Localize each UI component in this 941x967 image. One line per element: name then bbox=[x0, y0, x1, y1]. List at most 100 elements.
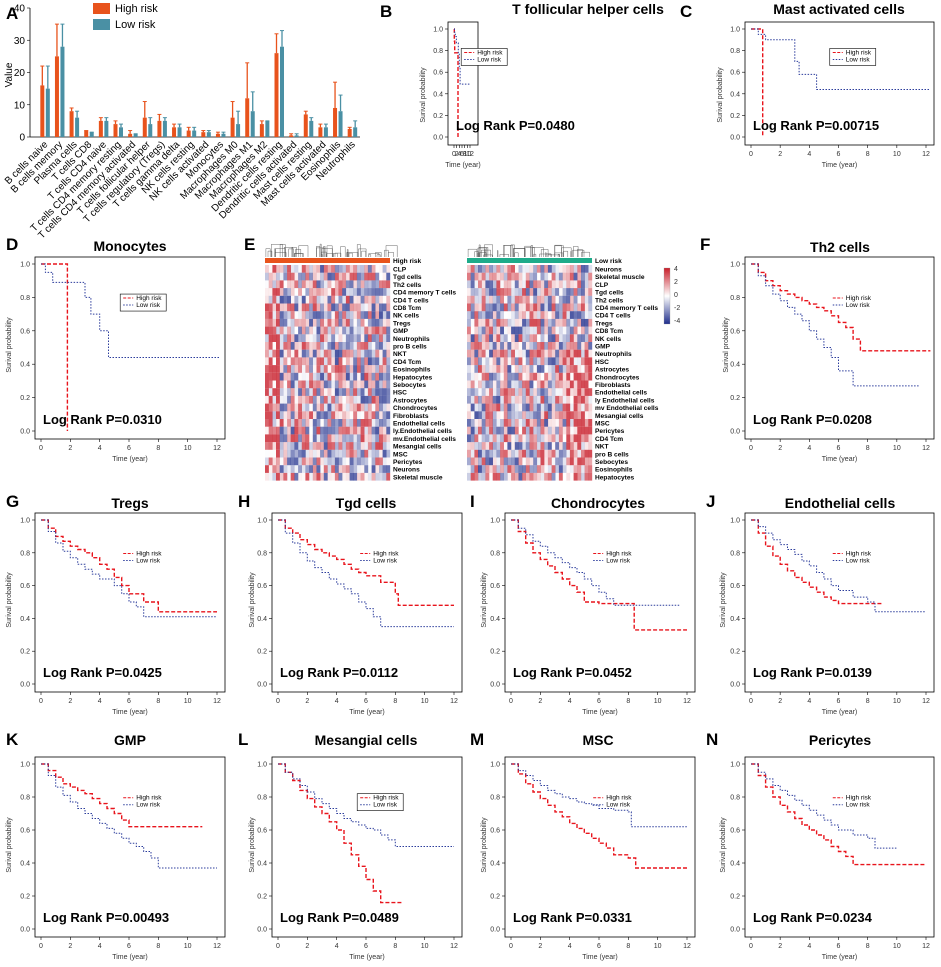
heatmap-cell bbox=[290, 419, 295, 427]
heatmap-cell bbox=[522, 272, 526, 281]
heatmap-cell bbox=[309, 449, 313, 458]
heatmap-cell bbox=[470, 395, 475, 404]
y-axis-label: Surival probability bbox=[481, 817, 488, 873]
x-tick-label: 2 bbox=[778, 698, 782, 705]
heatmap-cell bbox=[371, 465, 376, 473]
heatmap-cell bbox=[507, 411, 512, 419]
heatmap-cell bbox=[551, 449, 556, 458]
heatmap-cell bbox=[287, 311, 291, 319]
heatmap-cell bbox=[375, 434, 380, 443]
heatmap-cell bbox=[474, 318, 479, 327]
heatmap-cell bbox=[518, 318, 523, 327]
log-rank-pvalue: Log Rank P=0.0234 bbox=[753, 910, 873, 925]
heatmap-cell bbox=[367, 372, 372, 381]
heatmap-cell bbox=[573, 265, 578, 273]
heatmap-cell bbox=[272, 457, 277, 466]
survival-curve-low-risk bbox=[511, 519, 680, 606]
heatmap-cell bbox=[467, 457, 471, 466]
heatmap-cell bbox=[555, 357, 560, 366]
x-tick-label: 8 bbox=[393, 698, 397, 705]
heatmap-cell bbox=[474, 365, 479, 373]
heatmap-cell bbox=[287, 403, 291, 412]
heatmap-cell bbox=[305, 434, 310, 443]
heatmap-cell bbox=[316, 311, 321, 319]
heatmap-cell bbox=[536, 457, 541, 466]
log-rank-pvalue: Log Rank P=0.0208 bbox=[753, 412, 872, 427]
heatmap-cell bbox=[514, 457, 519, 466]
heatmap-cell bbox=[268, 442, 273, 450]
heatmap-cell bbox=[470, 388, 475, 396]
heatmap-cell bbox=[551, 411, 556, 419]
heatmap-cell bbox=[547, 449, 552, 458]
heatmap-cell bbox=[268, 326, 273, 335]
heatmap-row-label: Neutrophils bbox=[595, 351, 632, 358]
heatmap-cell bbox=[375, 403, 380, 412]
heatmap-cell bbox=[338, 411, 343, 419]
heatmap-cell bbox=[349, 265, 354, 273]
heatmap-cell bbox=[558, 426, 563, 435]
heatmap-cell bbox=[367, 472, 372, 481]
heatmap-cell bbox=[467, 334, 471, 342]
heatmap-cell bbox=[478, 303, 482, 312]
heatmap-cell bbox=[371, 342, 376, 350]
heatmap-cell bbox=[371, 272, 376, 281]
heatmap-cell bbox=[581, 449, 585, 458]
heatmap-cell bbox=[503, 457, 508, 466]
heatmap-cell bbox=[298, 472, 302, 481]
heatmap-cell bbox=[276, 449, 280, 458]
heatmap-cell bbox=[470, 372, 475, 381]
heatmap-cell bbox=[283, 295, 288, 304]
heatmap-cell bbox=[272, 280, 277, 289]
x-tick-label: 10 bbox=[893, 698, 901, 705]
heatmap-cell bbox=[338, 434, 343, 443]
heatmap-cell bbox=[569, 457, 574, 466]
heatmap-cell bbox=[558, 395, 563, 404]
heatmap-cell bbox=[507, 357, 512, 366]
heatmap-cell bbox=[522, 403, 526, 412]
plot-frame bbox=[271, 512, 463, 693]
survival-curve-high-risk bbox=[751, 763, 926, 866]
heatmap-row-label: CD4 Tcm bbox=[393, 359, 421, 366]
heatmap-cell bbox=[569, 295, 574, 304]
y-tick-label: 0.0 bbox=[730, 429, 740, 436]
x-tick-label: 12 bbox=[213, 943, 221, 950]
heatmap-cell bbox=[529, 349, 534, 358]
heatmap-cell bbox=[544, 357, 549, 366]
heatmap-cell bbox=[272, 349, 277, 358]
heatmap-cell bbox=[353, 342, 358, 350]
heatmap-cell bbox=[290, 349, 295, 358]
y-tick-label: 1.0 bbox=[20, 518, 30, 525]
heatmap-cell bbox=[349, 349, 354, 358]
heatmap-cell bbox=[474, 265, 479, 273]
heatmap-cell bbox=[353, 319, 357, 327]
heatmap-cell bbox=[349, 334, 354, 342]
heatmap-cell bbox=[492, 411, 497, 419]
heatmap-cell bbox=[364, 272, 369, 281]
y-tick-label: 0.6 bbox=[730, 328, 740, 335]
heatmap-cell bbox=[481, 403, 486, 412]
heatmap-cell bbox=[360, 311, 365, 319]
heatmap-cell bbox=[540, 295, 545, 304]
heatmap-cell bbox=[345, 365, 350, 373]
heatmap-cell bbox=[503, 442, 508, 450]
heatmap-cell bbox=[338, 280, 343, 289]
y-tick-label: 0.6 bbox=[490, 583, 500, 590]
heatmap-cell bbox=[283, 326, 288, 335]
heatmap-cell bbox=[298, 349, 302, 358]
heatmap-cell bbox=[474, 442, 479, 450]
heatmap-cell bbox=[338, 326, 343, 335]
heatmap-cell bbox=[471, 319, 475, 327]
heatmap-cell bbox=[301, 457, 306, 466]
heatmap-cell bbox=[566, 365, 571, 373]
heatmap-cell bbox=[367, 411, 372, 419]
heatmap-cell bbox=[316, 365, 321, 373]
heatmap-cell bbox=[276, 395, 280, 404]
heatmap-cell bbox=[265, 357, 269, 366]
heatmap-cell bbox=[360, 303, 365, 312]
heatmap-cell bbox=[342, 265, 347, 273]
heatmap-cell bbox=[386, 442, 391, 450]
heatmap-cell bbox=[573, 318, 578, 327]
heatmap-cell bbox=[345, 403, 350, 412]
heatmap-cell bbox=[294, 357, 299, 366]
heatmap-cell bbox=[481, 272, 486, 281]
